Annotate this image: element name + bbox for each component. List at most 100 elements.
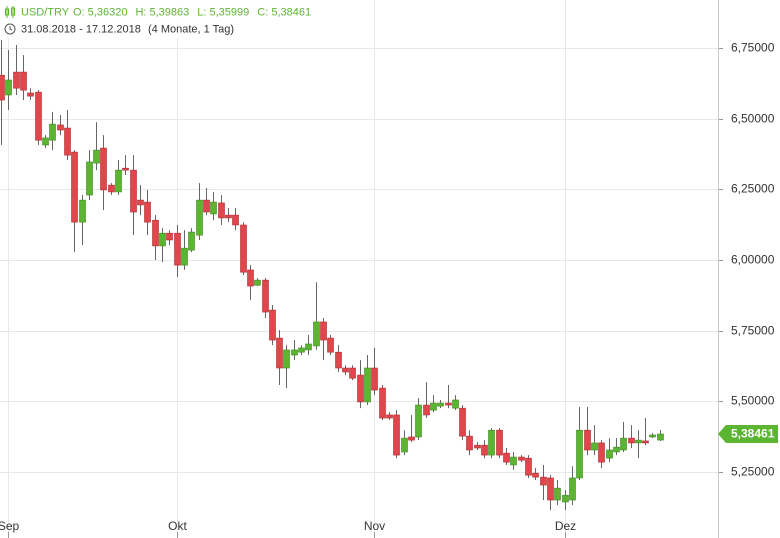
candle-body	[0, 74, 5, 101]
candle-body	[569, 477, 576, 501]
x-tick-label: Dez	[555, 519, 576, 533]
candle-body	[488, 429, 495, 456]
candle-body	[364, 367, 371, 403]
candle-body	[137, 199, 144, 206]
x-tick-label: Sep	[0, 519, 19, 533]
candle-body	[576, 429, 583, 479]
candle-body	[79, 199, 86, 223]
candle-body	[20, 71, 27, 91]
candle-body	[386, 414, 393, 419]
header: USD/TRY O: 5,36320 H: 5,39863 L: 5,35999 C:…	[0, 0, 311, 38]
candle-body	[152, 219, 159, 247]
candle-body	[27, 92, 34, 97]
candle-body	[320, 321, 327, 341]
candle-body	[518, 456, 525, 461]
last-price-tag	[718, 424, 778, 443]
candle-body	[642, 440, 649, 444]
candle-body	[335, 351, 342, 369]
y-tick-label: 5,50000	[731, 394, 775, 408]
candle-body	[620, 437, 627, 451]
y-tick-label: 6,00000	[731, 253, 775, 267]
candle-body	[49, 123, 56, 141]
candle-body	[547, 477, 554, 501]
candles	[0, 40, 664, 511]
candle-body	[474, 444, 481, 449]
candle-body	[291, 349, 298, 356]
period: (4 Monate, 1 Tag)	[148, 23, 234, 35]
candle-body	[562, 494, 569, 503]
candle-body	[649, 434, 656, 438]
candle-body	[635, 439, 642, 444]
candle-body	[240, 224, 247, 273]
candle-body	[532, 472, 539, 478]
candle-body	[181, 247, 188, 266]
candle-body	[218, 202, 225, 219]
candle-body	[115, 169, 122, 193]
candle-body	[188, 231, 195, 251]
candle-body	[71, 151, 78, 223]
x-tick-label: Okt	[168, 519, 187, 533]
candle-body	[100, 147, 107, 191]
ohlc-label: H: 5,39863	[135, 6, 189, 18]
candle-body	[379, 387, 386, 419]
candle-body	[371, 367, 378, 391]
last-price-label: 5,38461	[731, 427, 775, 441]
candle-body	[262, 279, 269, 313]
candle-body	[466, 435, 473, 451]
candle-body	[423, 404, 430, 416]
ohlc-label: O: 5,36320	[73, 6, 127, 18]
candle-body	[122, 167, 129, 171]
ohlc-label: L: 5,35999	[197, 6, 249, 18]
candle-body	[430, 402, 437, 411]
y-tick-label: 6,50000	[731, 112, 775, 126]
candle-body	[35, 91, 42, 141]
candle-body	[598, 442, 605, 463]
header-bg	[0, 0, 300, 38]
candle-body	[254, 279, 261, 286]
candle-body	[174, 232, 181, 266]
clock-icon	[4, 23, 16, 35]
y-tick-label: 5,25000	[731, 465, 775, 479]
y-tick-label: 5,75000	[731, 324, 775, 338]
candle-body	[225, 214, 232, 219]
candle-body	[657, 433, 664, 441]
candle-body	[437, 402, 444, 407]
candle-body	[327, 337, 334, 353]
candle-body	[408, 436, 415, 441]
symbol: USD/TRY	[21, 6, 70, 18]
candle-body	[283, 349, 290, 369]
candle-body	[481, 444, 488, 456]
candle-body	[144, 201, 151, 223]
candle-body	[86, 161, 93, 196]
candle-body	[525, 457, 532, 476]
candle-body	[415, 404, 422, 438]
candle-body	[269, 309, 276, 341]
candle-body	[393, 414, 400, 456]
y-tick-label: 6,25000	[731, 182, 775, 196]
candle-body	[108, 184, 115, 193]
candle-body	[232, 214, 239, 226]
candle-icon	[5, 6, 15, 18]
candle-body	[305, 343, 312, 351]
candle-body	[159, 232, 166, 247]
candle-body	[247, 269, 254, 287]
candle-body	[166, 232, 173, 241]
candle-body	[554, 487, 561, 501]
candle-body	[496, 429, 503, 456]
ohlc-label: C: 5,38461	[257, 6, 311, 18]
candle-body	[357, 374, 364, 403]
candle-body	[5, 79, 12, 96]
y-tick-label: 6,75000	[731, 41, 775, 55]
candle-body	[510, 456, 517, 466]
candle-body	[57, 124, 64, 131]
candle-body	[628, 437, 635, 444]
candle-body	[298, 347, 305, 353]
candle-body	[606, 449, 613, 459]
candle-body	[584, 429, 591, 451]
candle-body	[540, 476, 547, 486]
candle-body	[196, 199, 203, 236]
candle-body	[313, 321, 320, 347]
candle-body	[349, 367, 356, 379]
